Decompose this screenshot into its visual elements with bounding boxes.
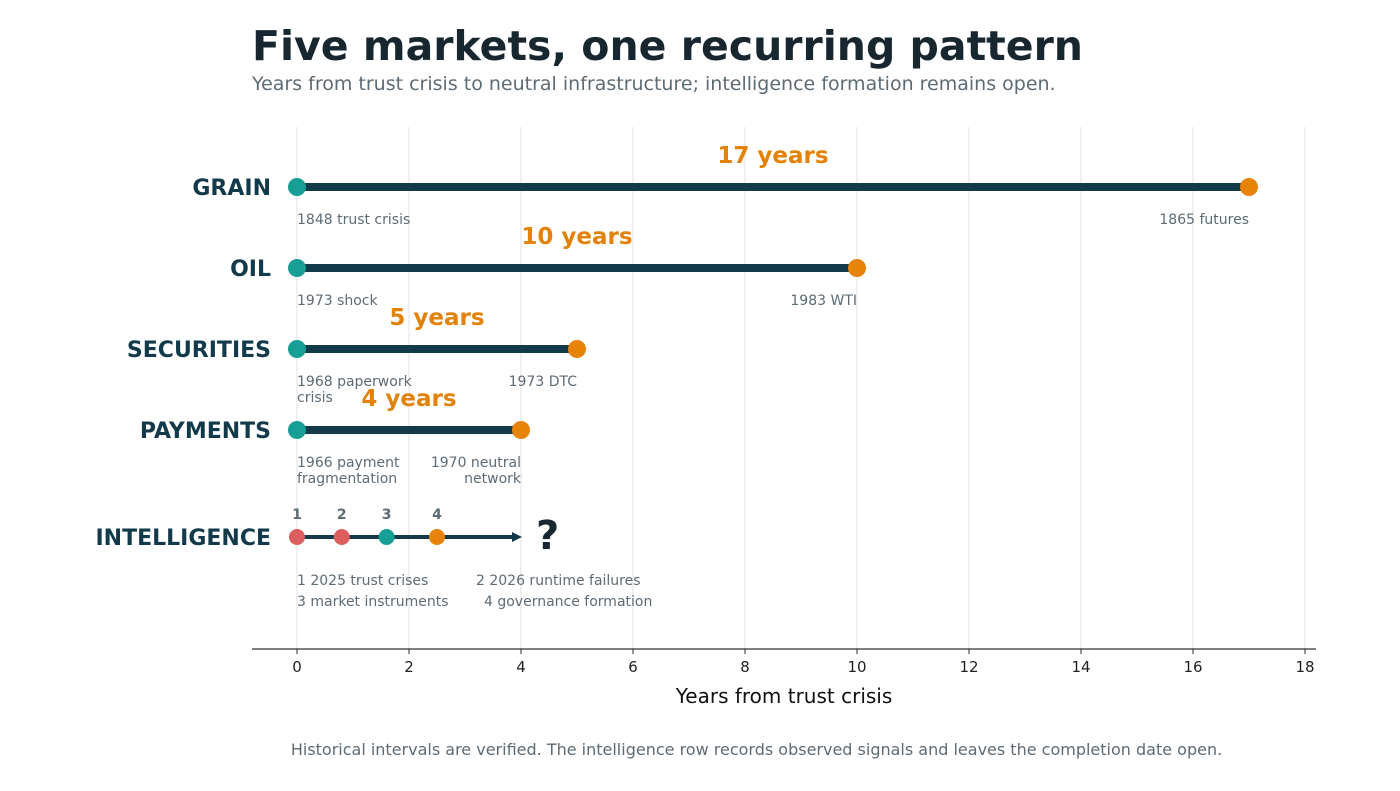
end-point [848,259,866,277]
end-event-label: 1865 futures [1159,212,1249,228]
span-label: 10 years [521,224,632,250]
row-oil: OIL 10 years 1973 shock 1983 WTI [230,224,866,309]
signal-number: 4 [432,507,442,523]
start-event-label: 1973 shock [297,293,379,309]
x-axis: 0 2 4 6 8 10 12 14 16 18 Years from trust crisis [252,648,1316,708]
open-question-mark: ? [536,513,559,559]
x-axis-title: Years from trust crisis [675,684,893,708]
chart-subtitle: Years from trust crisis to neutral infra… [252,73,1056,95]
signal-number: 2 [337,507,347,523]
start-point [288,259,306,277]
end-point [1240,178,1258,196]
signal-point [429,529,445,545]
start-point [288,421,306,439]
intelligence-row: INTELLIGENCE 1 2 3 4 ? 1 2025 trust crises 2 20… [95,507,652,610]
chart-title: Five markets, one recurring pattern [252,22,1083,70]
start-event-label: 1966 payment [297,455,400,471]
x-tick-label: 0 [292,658,302,676]
signal-number: 3 [382,507,392,523]
x-tick-label: 12 [959,658,978,676]
start-event-label: fragmentation [297,471,397,487]
signal-legend-item: 3 market instruments [297,594,449,610]
x-tick-label: 2 [404,658,414,676]
signal-number: 1 [292,507,302,523]
footer-note: Historical intervals are verified. The i… [290,740,1223,759]
x-tick-label: 18 [1295,658,1314,676]
start-point [288,340,306,358]
x-tick-label: 6 [628,658,638,676]
signal-point [333,529,350,545]
end-point [568,340,586,358]
row-label: PAYMENTS [140,419,271,444]
x-tick-label: 14 [1071,658,1090,676]
end-event-label: 1983 WTI [790,293,857,309]
row-label: INTELLIGENCE [95,526,271,551]
signal-point [378,529,395,545]
span-label: 17 years [717,143,828,169]
signal-legend-item: 1 2025 trust crises [297,573,428,589]
start-event-label: crisis [297,390,333,406]
end-point [512,421,530,439]
span-label: 4 years [361,386,456,412]
row-label: GRAIN [192,176,271,201]
end-event-label: 1973 DTC [509,374,578,390]
market-rows: GRAIN 17 years 1848 trust crisis 1865 futur… [127,143,1258,487]
row-label: OIL [230,257,271,282]
x-tick-label: 8 [740,658,750,676]
x-tick-label: 16 [1183,658,1202,676]
open-arrow-head [512,532,522,542]
row-label: SECURITIES [127,338,271,363]
start-event-label: 1968 paperwork [297,374,413,390]
start-event-label: 1848 trust crisis [297,212,410,228]
row-payments: PAYMENTS 4 years 1966 paymentfragmentation… [140,386,530,487]
end-event-label: network [464,471,522,487]
gridlines [296,127,1306,649]
signal-legend-item: 2 2026 runtime failures [476,573,641,589]
signal-legend-item: 4 governance formation [484,594,652,610]
end-event-label: 1970 neutral [431,455,521,471]
x-tick-label: 10 [847,658,866,676]
row-grain: GRAIN 17 years 1848 trust crisis 1865 futur… [192,143,1258,228]
start-point [288,178,306,196]
x-tick-label: 4 [516,658,526,676]
span-label: 5 years [389,305,484,331]
signal-point [289,529,305,545]
